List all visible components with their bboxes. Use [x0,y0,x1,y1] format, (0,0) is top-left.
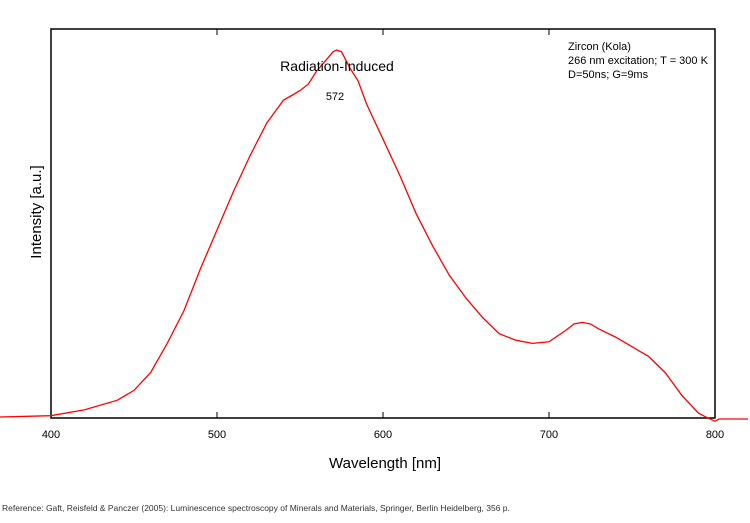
info-line: 266 nm excitation; T = 300 K [568,55,709,67]
x-tick-label: 800 [706,429,724,441]
x-axis-title: Wavelength [nm] [329,455,441,472]
x-tick-label: 400 [42,429,60,441]
info-line: Zircon (Kola) [568,41,631,53]
chart-title: Radiation-Induced [280,58,394,74]
plot-frame [50,28,716,419]
y-axis-title: Intensity [a.u.] [28,165,45,258]
spectrum-line [0,49,748,422]
x-tick-label: 600 [374,429,392,441]
info-box: Zircon (Kola) 266 nm excitation; T = 300… [568,41,709,81]
x-axis-ticks: 400 500 600 700 800 [42,29,724,441]
x-tick-label: 700 [540,429,558,441]
peak-label: 572 [326,91,344,103]
info-line: D=50ns; G=9ms [568,69,649,81]
reference-note: Reference: Gaft, Reisfeld & Panczer (200… [2,503,510,513]
x-tick-label: 500 [208,429,226,441]
